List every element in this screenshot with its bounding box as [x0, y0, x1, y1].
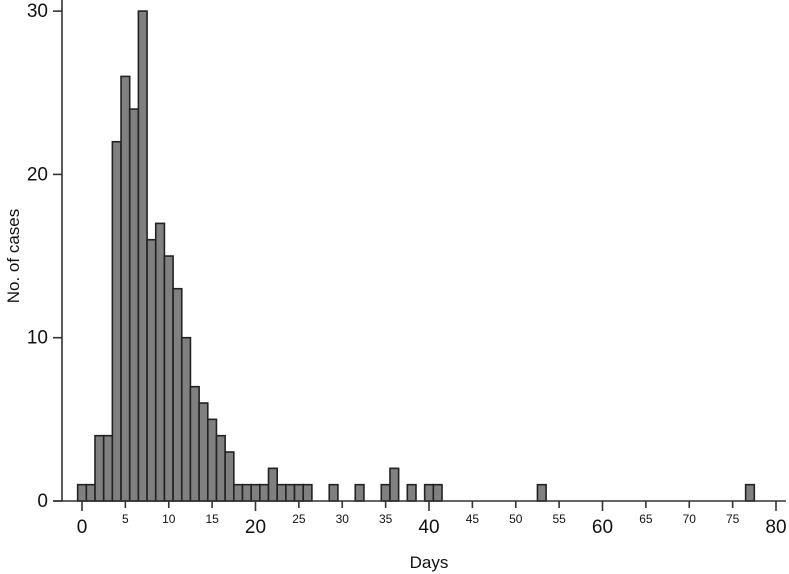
histogram-bar [154, 222, 166, 502]
x-minor-tick-label: 75 [726, 512, 740, 526]
y-axis-ticks: 0 10 20 30 [27, 1, 62, 512]
x-major-tick-label: 40 [418, 517, 439, 538]
x-minor-tick-label: 15 [205, 512, 219, 526]
histogram-bar [102, 434, 114, 502]
x-minor-tick-label: 5 [122, 512, 129, 526]
histogram-bar [172, 287, 183, 502]
histogram-bar [198, 402, 209, 502]
histogram-bar [744, 483, 756, 502]
x-minor-tick-label: 65 [639, 512, 653, 526]
histogram-bar [189, 385, 200, 502]
x-major-tick-label: 0 [77, 517, 88, 538]
x-minor-tick-label: 25 [292, 512, 306, 526]
histogram-bar [423, 483, 435, 502]
axes [53, 0, 786, 502]
histogram-bar [180, 336, 192, 502]
x-major-tick-label: 80 [765, 517, 786, 538]
histogram-bar [146, 238, 157, 502]
x-minor-tick-label: 50 [509, 512, 523, 526]
histogram-bar [267, 467, 278, 502]
histogram-bar [224, 451, 235, 502]
histogram-bar [328, 483, 339, 502]
histogram-bar [76, 483, 88, 502]
histogram-bar [536, 483, 547, 502]
x-minor-tick-label: 70 [683, 512, 697, 526]
y-tick-label: 20 [27, 164, 48, 185]
histogram-bar [406, 483, 417, 502]
x-minor-tick-label: 35 [379, 512, 393, 526]
histogram-bar [137, 10, 148, 502]
histogram-bar [302, 483, 313, 502]
x-minor-tick-label: 55 [552, 512, 566, 526]
histogram-bar [293, 483, 305, 502]
histogram-bar [285, 483, 296, 502]
histogram-bar [380, 483, 391, 502]
x-minor-tick-label: 45 [466, 512, 480, 526]
histogram-bar [259, 483, 270, 502]
histogram-bar [233, 483, 244, 502]
histogram-bar [120, 75, 131, 502]
histogram-bar [128, 108, 140, 502]
x-axis-ticks: 0 20 40 60 80 5 10 15 25 30 35 45 50 55 65 70 75 [77, 501, 787, 538]
y-tick-label: 30 [27, 1, 48, 22]
y-axis-label: No. of cases [4, 209, 23, 304]
y-tick-label: 0 [37, 491, 48, 512]
histogram-bar [276, 483, 287, 502]
histogram-bar [94, 434, 105, 502]
histogram-bar [206, 418, 218, 502]
histogram-bar [111, 140, 122, 502]
y-tick-label: 10 [27, 328, 48, 349]
histogram-bar [250, 483, 261, 502]
histogram-bar [389, 467, 400, 502]
histogram-bar [85, 483, 96, 502]
x-minor-tick-label: 30 [336, 512, 350, 526]
histogram-bar [354, 483, 365, 502]
histogram-bar [241, 483, 252, 502]
x-major-tick-label: 20 [245, 517, 266, 538]
histogram-bar [215, 434, 226, 502]
histogram-bar [432, 483, 443, 502]
x-axis-label: Days [410, 553, 449, 572]
histogram-bars [76, 10, 756, 502]
x-major-tick-label: 60 [592, 517, 613, 538]
x-minor-tick-label: 10 [162, 512, 176, 526]
histogram-bar [163, 255, 174, 502]
